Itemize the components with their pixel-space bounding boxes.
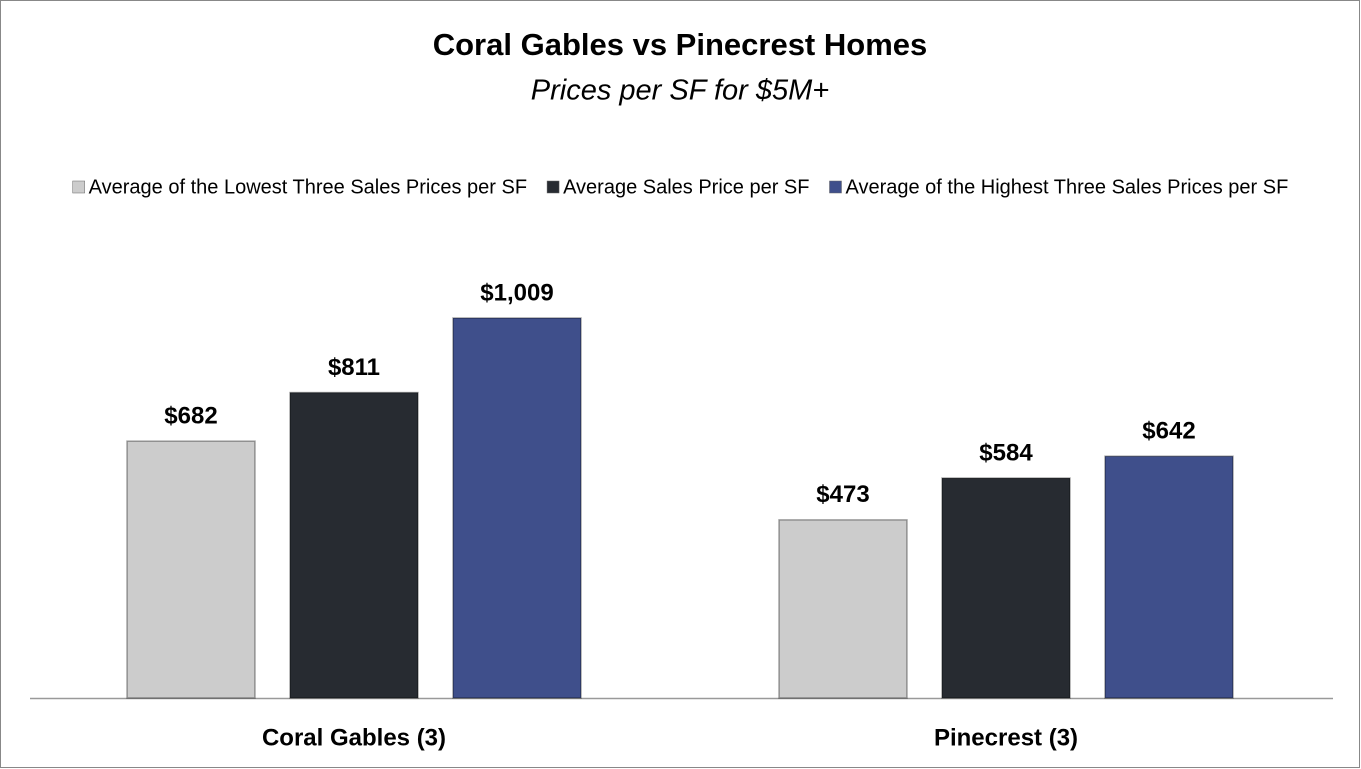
legend-marker [72,180,85,194]
bar [778,519,908,699]
data-label: $584 [979,439,1033,466]
data-label: $811 [328,354,380,381]
chart-subtitle: Prices per SF for $5M+ [531,75,829,107]
data-label: $642 [1142,418,1195,445]
legend-label: Average of the Lowest Three Sales Prices… [89,176,527,198]
legend-marker [829,180,842,194]
bar [1104,455,1234,699]
x-tick-label: Coral Gables (3) [262,724,446,751]
legend-label: Average of the Highest Three Sales Price… [845,176,1288,198]
legend-marker [546,180,560,194]
bar [452,317,582,699]
chart-title: Coral Gables vs Pinecrest Homes [433,27,928,62]
data-label: $1,009 [480,279,553,306]
legend-label: Average Sales Price per SF [563,176,809,198]
bar [941,477,1071,699]
x-tick-label: Pinecrest (3) [934,724,1078,751]
data-label: $473 [816,481,869,508]
bar [126,440,256,699]
data-label: $682 [164,402,217,429]
bar [289,391,419,699]
